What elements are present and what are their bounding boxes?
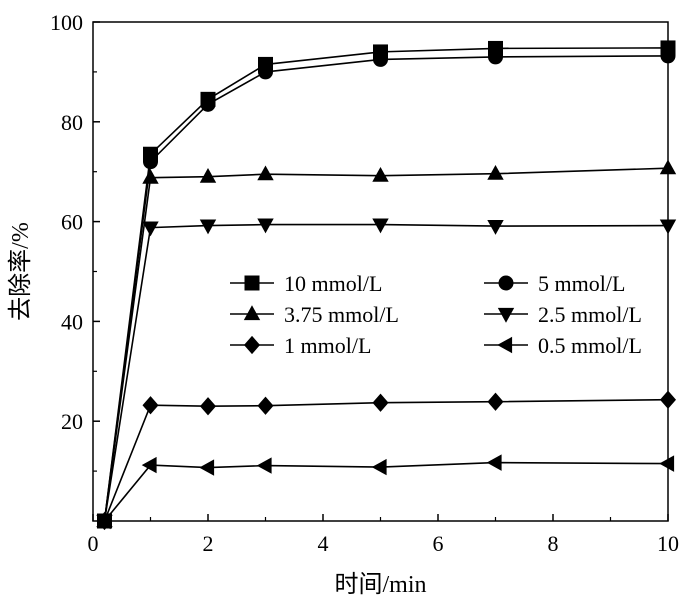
legend-label: 5 mmol/L [538,271,625,296]
series-2 [96,159,677,528]
diamond-marker [142,396,159,415]
triangle-left-marker [95,512,111,530]
triangle-left-marker [497,336,513,354]
diamond-marker [487,392,504,411]
x-tick-label: 2 [203,531,214,556]
triangle-down-marker [142,221,159,237]
diamond-marker [199,397,217,416]
diamond-marker [257,396,274,415]
y-axis-label: 去除率/% [7,222,34,321]
circle-marker [373,51,388,67]
triangle-up-marker [487,164,504,180]
legend-item: 5 mmol/L [484,271,625,296]
y-tick-label: 20 [61,409,83,434]
triangle-up-marker [372,166,389,182]
x-tick-label: 10 [657,531,679,556]
legend-item: 1 mmol/L [230,333,371,358]
triangle-left-marker [199,459,215,476]
triangle-left-marker [659,455,675,472]
triangle-up-marker [199,167,217,183]
square-marker [244,275,260,291]
x-tick-label: 4 [318,531,329,556]
circle-marker [200,96,216,112]
triangle-up-marker [142,168,159,184]
triangle-down-marker [487,219,504,235]
y-tick-label: 80 [61,110,83,135]
series-5 [95,454,675,530]
legend: 10 mmol/L 5 mmol/L 3.75 mmol/L 2.5 mmol/L 1 … [230,271,642,358]
circle-marker [498,275,514,291]
legend-item: 3.75 mmol/L [230,302,399,327]
legend-item: 0.5 mmol/L [484,333,642,358]
legend-item: 10 mmol/L [230,271,382,296]
triangle-down-marker [199,219,217,235]
triangle-left-marker [371,458,387,476]
circle-marker [660,48,676,64]
circle-marker [488,49,503,65]
x-tick-label: 0 [88,531,99,556]
triangle-left-marker [256,457,272,474]
triangle-down-marker [257,218,274,234]
diamond-marker [243,335,261,355]
legend-label: 10 mmol/L [284,271,382,296]
triangle-down-marker [659,219,677,235]
x-axis-label: 时间/min [334,571,426,598]
triangle-left-marker [486,454,502,471]
diamond-marker [372,393,389,412]
circle-marker [143,154,158,170]
legend-item: 2.5 mmol/L [484,302,642,327]
triangle-left-marker [141,456,157,474]
legend-label: 0.5 mmol/L [538,333,642,358]
triangle-up-marker [257,165,274,181]
series-line [103,223,669,522]
triangle-down-marker [372,218,389,234]
legend-label: 2.5 mmol/L [538,302,642,327]
series-4 [96,390,677,531]
triangle-down-marker [497,307,515,323]
x-tick-label: 6 [433,531,444,556]
y-tick-label: 60 [61,210,83,235]
circle-marker [258,64,273,80]
triangle-up-marker [243,305,261,321]
legend-label: 3.75 mmol/L [284,302,399,327]
legend-label: 1 mmol/L [284,333,371,358]
y-tick-label: 100 [50,10,83,35]
x-tick-label: 8 [548,531,559,556]
diamond-marker [659,390,677,409]
y-tick-label: 40 [61,309,83,334]
axes: 0 2 4 6 8 10 20 40 60 80 100 [50,10,679,556]
series-3 [96,218,677,530]
series-layer [95,40,677,531]
triangle-up-marker [659,159,677,175]
